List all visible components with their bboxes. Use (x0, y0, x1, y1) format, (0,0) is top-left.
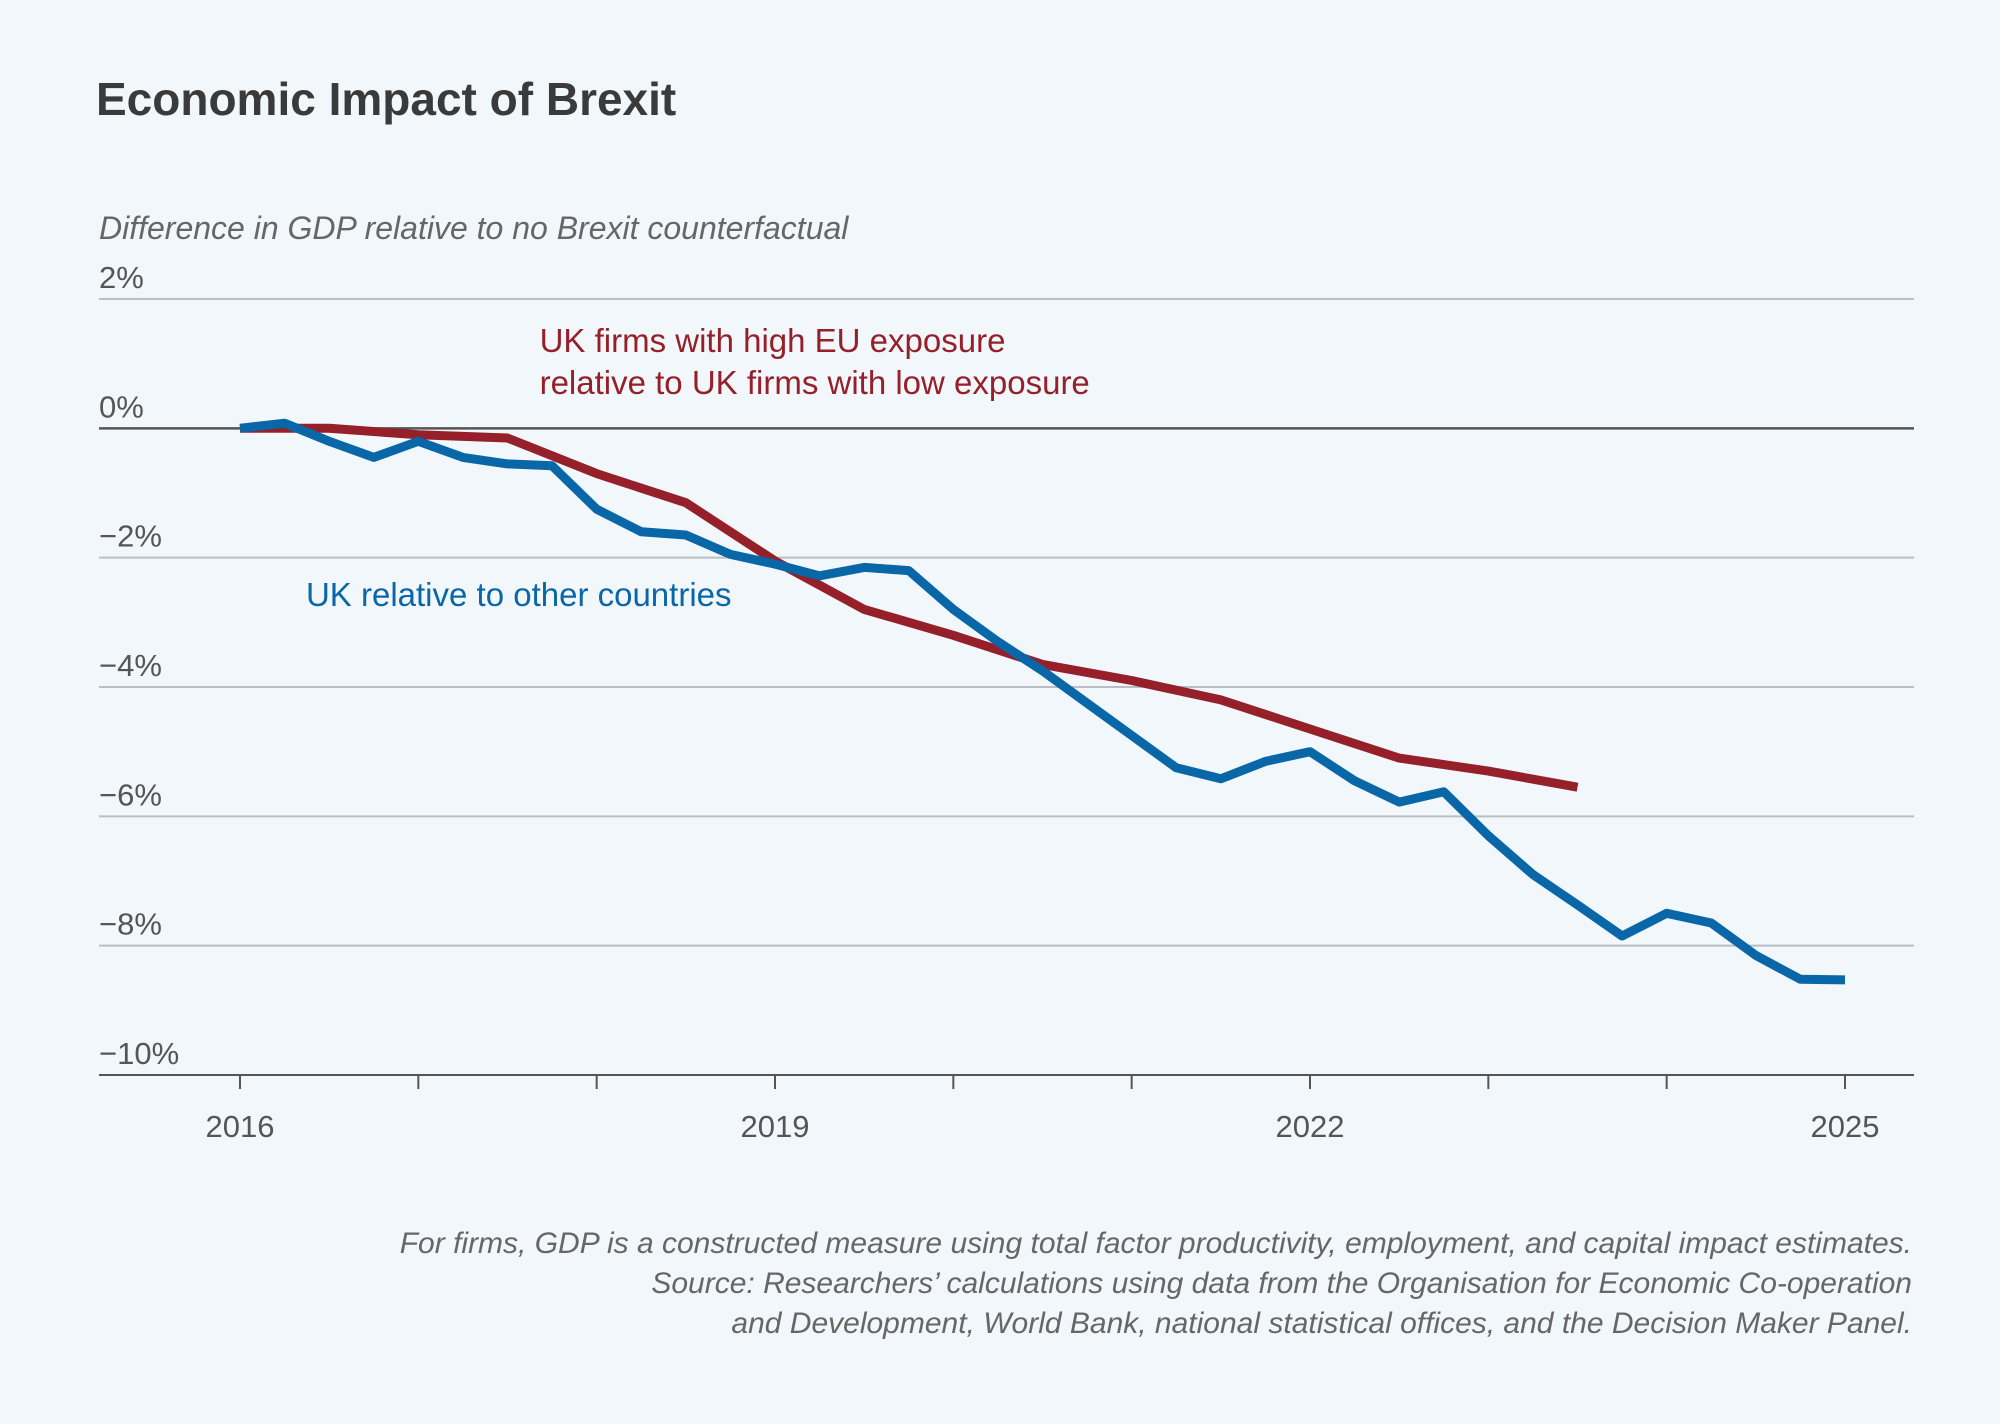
series-label-eu-exposure: relative to UK firms with low exposure (540, 364, 1090, 401)
series-line-uk-vs-countries (239, 418, 1846, 985)
chart-notes: For firms, GDP is a constructed measure … (400, 1224, 1912, 1344)
y-tick-label: −8% (99, 907, 162, 942)
series-line-eu-exposure (240, 423, 1579, 792)
y-tick-label: −2% (99, 519, 162, 554)
y-tick-label: −4% (99, 648, 162, 683)
y-tick-label: −10% (99, 1036, 179, 1071)
note-line: and Development, World Bank, national st… (731, 1307, 1912, 1340)
note-line: Source: Researchers’ calculations using … (651, 1267, 1912, 1300)
series-label-uk-vs-countries: UK relative to other countries (306, 576, 732, 613)
y-axis-label: Difference in GDP relative to no Brexit … (99, 210, 849, 246)
x-tick-label: 2019 (741, 1109, 810, 1144)
series-label-eu-exposure: UK firms with high EU exposure (540, 322, 1006, 359)
x-tick-label: 2016 (206, 1109, 275, 1144)
x-tick-label: 2025 (1811, 1109, 1880, 1144)
note-line: For firms, GDP is a constructed measure … (399, 1227, 1912, 1260)
y-tick-label: 0% (99, 389, 144, 424)
y-tick-label: −6% (99, 777, 162, 812)
y-tick-label: 2% (99, 260, 144, 295)
x-tick-label: 2022 (1276, 1109, 1345, 1144)
chart-title: Economic Impact of Brexit (96, 73, 677, 125)
